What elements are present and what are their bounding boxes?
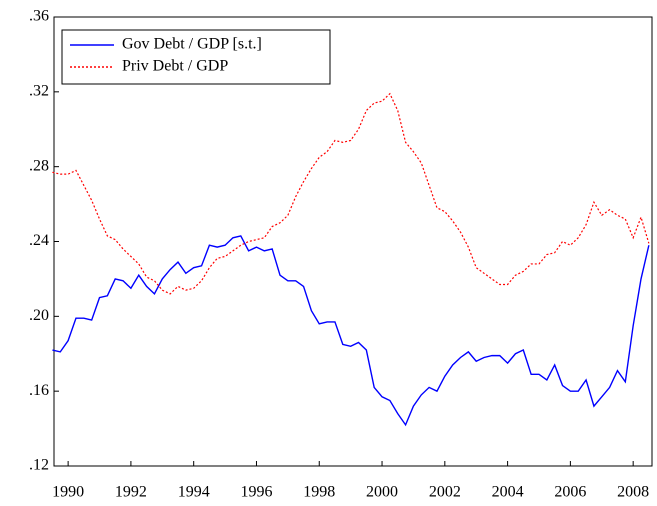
legend-box [61,29,331,85]
y-tick-label: .36 [29,8,49,25]
x-tick-label: 2000 [366,484,398,501]
y-tick-label: .24 [29,232,49,249]
legend-label: Gov Debt / GDP [s.t.] [122,36,262,53]
y-tick-label: .28 [29,157,49,174]
legend-label: Priv Debt / GDP [122,58,228,75]
x-tick-label: 1994 [178,484,210,501]
y-tick-label: .20 [29,307,49,324]
y-tick-label: .32 [29,83,49,100]
x-tick-label: 1998 [303,484,335,501]
x-tick-label: 1990 [52,484,84,501]
x-tick-label: 2002 [429,484,461,501]
x-tick-label: 1992 [115,484,147,501]
series-line [52,235,650,427]
series-line [52,92,650,295]
y-tick-label: .16 [29,382,49,399]
x-tick-label: 2006 [554,484,586,501]
x-tick-label: 1996 [240,484,272,501]
x-tick-label: 2004 [492,484,524,501]
x-tick-label: 2008 [617,484,649,501]
y-tick-label: .12 [29,457,49,474]
